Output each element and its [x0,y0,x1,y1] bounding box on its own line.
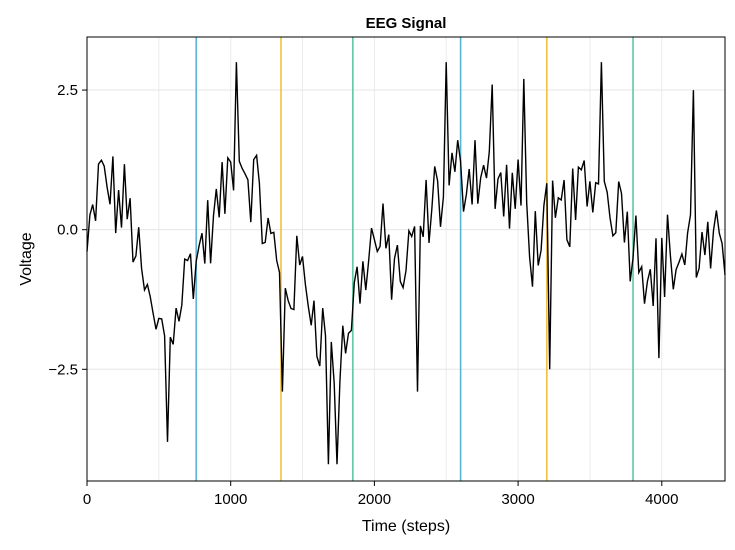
x-tick-label: 4000 [645,491,678,508]
series-line [86,62,726,465]
x-tick-label: 1000 [214,491,247,508]
plot-frame [86,36,726,482]
x-tick-label: 2000 [358,491,391,508]
y-axis-label: Voltage [18,232,35,285]
y-tick-label: −2.5 [48,361,78,378]
x-tick-label: 0 [83,491,91,508]
x-tick-label: 3000 [501,491,534,508]
y-tick-label: 0.0 [57,222,78,239]
y-tick-label: 2.5 [57,82,78,99]
chart-title: EEG Signal [366,15,447,32]
x-axis-label: Time (steps) [362,518,450,535]
y-axis-ticks: −2.5 0.0 2.5 [48,82,87,378]
x-axis-ticks: 0 1000 2000 3000 4000 [83,481,678,508]
series-layer [86,62,726,465]
